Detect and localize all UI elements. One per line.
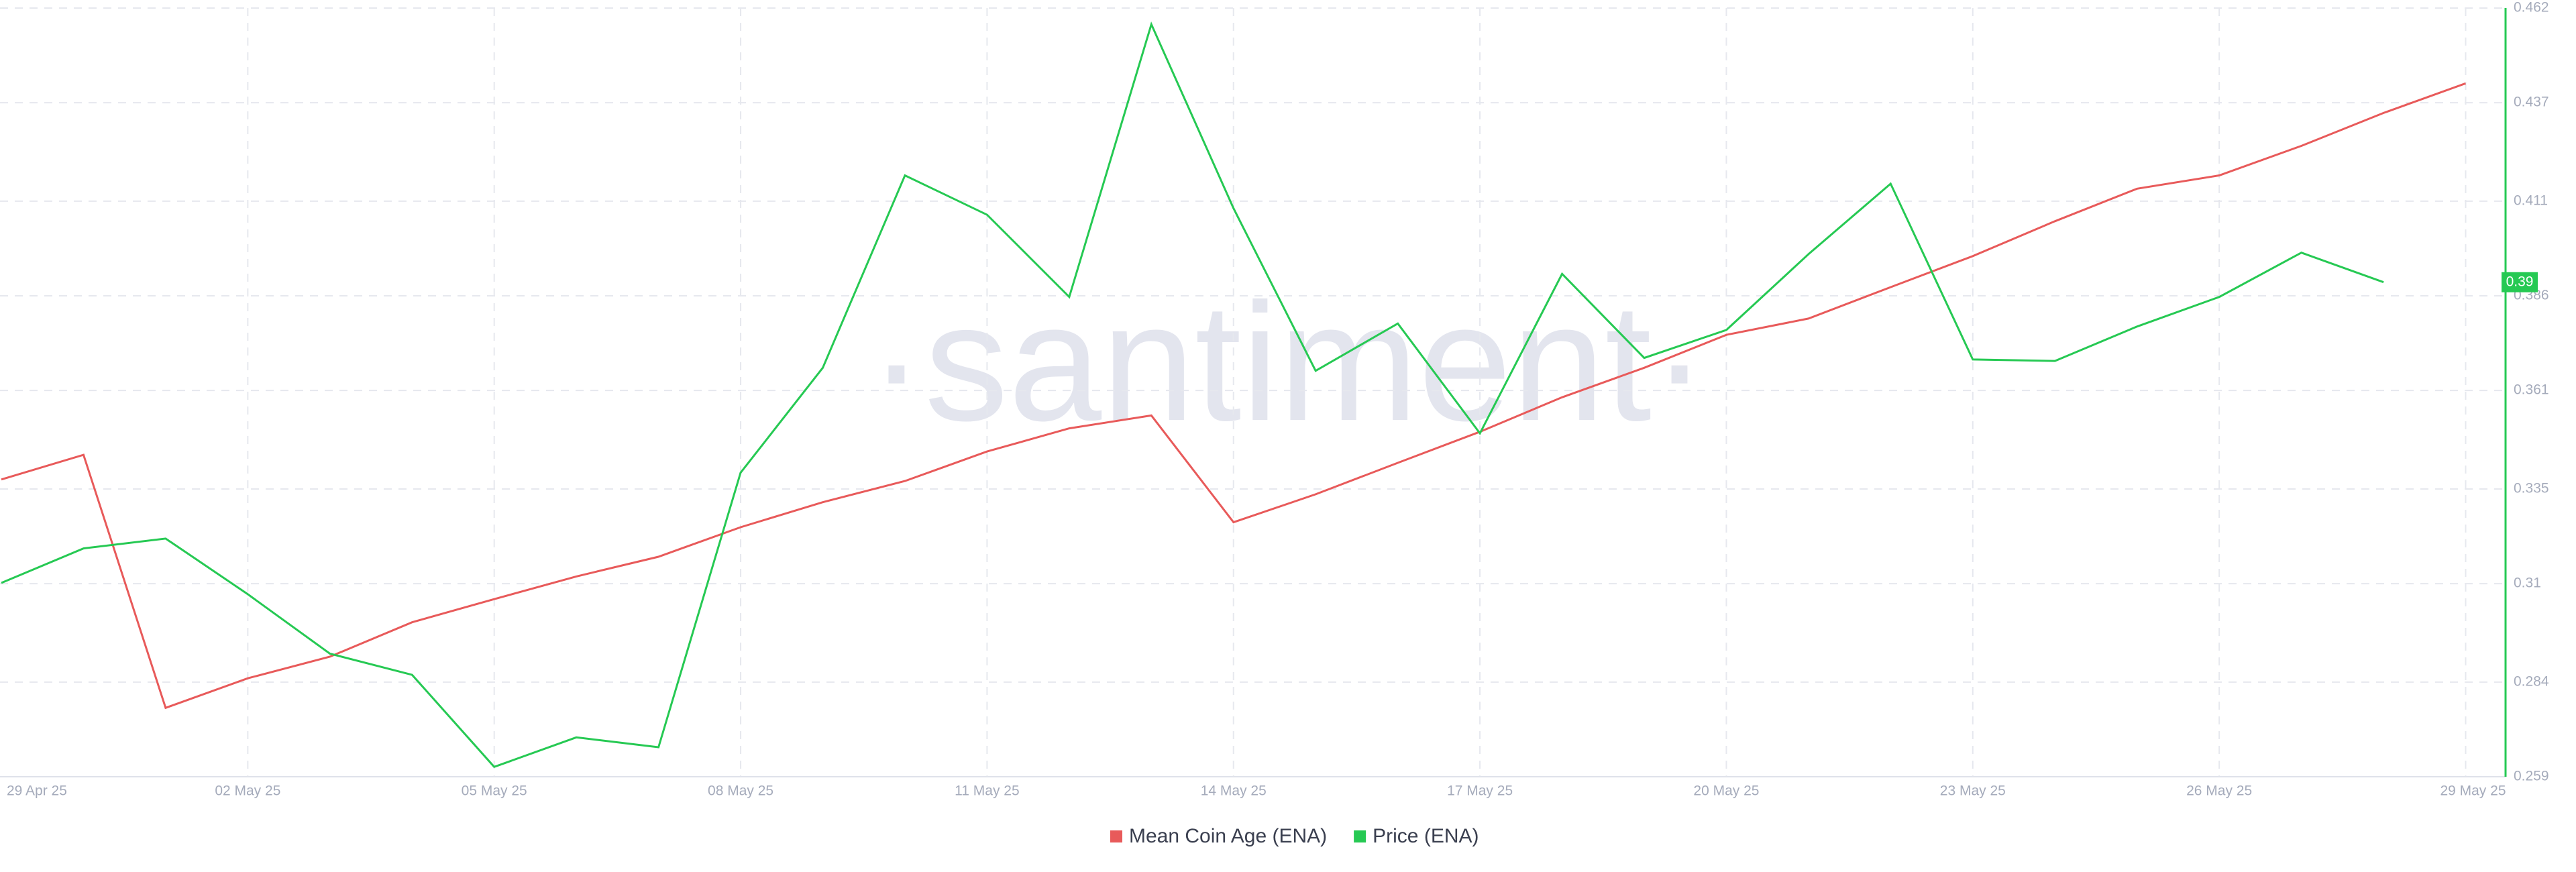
x-tick-label: 29 May 25 xyxy=(2440,783,2506,799)
x-tick-label: 23 May 25 xyxy=(1940,783,2006,799)
watermark: ·santiment· xyxy=(869,268,1707,455)
x-tick-label: 05 May 25 xyxy=(462,783,527,799)
price-tag xyxy=(2502,272,2538,292)
x-tick-label: 11 May 25 xyxy=(955,783,1020,799)
y-tick-label: 0.462 xyxy=(2514,0,2549,15)
x-tick-label: 17 May 25 xyxy=(1447,783,1513,799)
y-tick-label: 0.335 xyxy=(2514,481,2549,496)
y-tick-label: 0.259 xyxy=(2514,769,2549,784)
legend-label: Mean Coin Age (ENA) xyxy=(1129,825,1327,847)
x-tick-label: 02 May 25 xyxy=(215,783,280,799)
x-tick-label: 14 May 25 xyxy=(1201,783,1267,799)
price-tag-label: 0.39 xyxy=(2506,274,2534,289)
legend-swatch xyxy=(1110,830,1122,842)
x-tick-label: 20 May 25 xyxy=(1693,783,1759,799)
y-tick-label: 0.411 xyxy=(2514,193,2548,208)
line-series xyxy=(1,82,2467,710)
legend-label: Price (ENA) xyxy=(1373,825,1479,847)
x-tick-label: 08 May 25 xyxy=(708,783,773,799)
y-tick-label: 0.31 xyxy=(2514,576,2541,591)
x-tick-label: 29 Apr 25 xyxy=(7,783,67,799)
legend-swatch xyxy=(1354,830,1366,842)
y-tick-label: 0.437 xyxy=(2514,95,2549,110)
y-tick-label: 0.361 xyxy=(2514,382,2549,398)
x-tick-label: 26 May 25 xyxy=(2186,783,2252,799)
line-series xyxy=(1,21,2384,769)
y-tick-label: 0.284 xyxy=(2514,673,2549,689)
